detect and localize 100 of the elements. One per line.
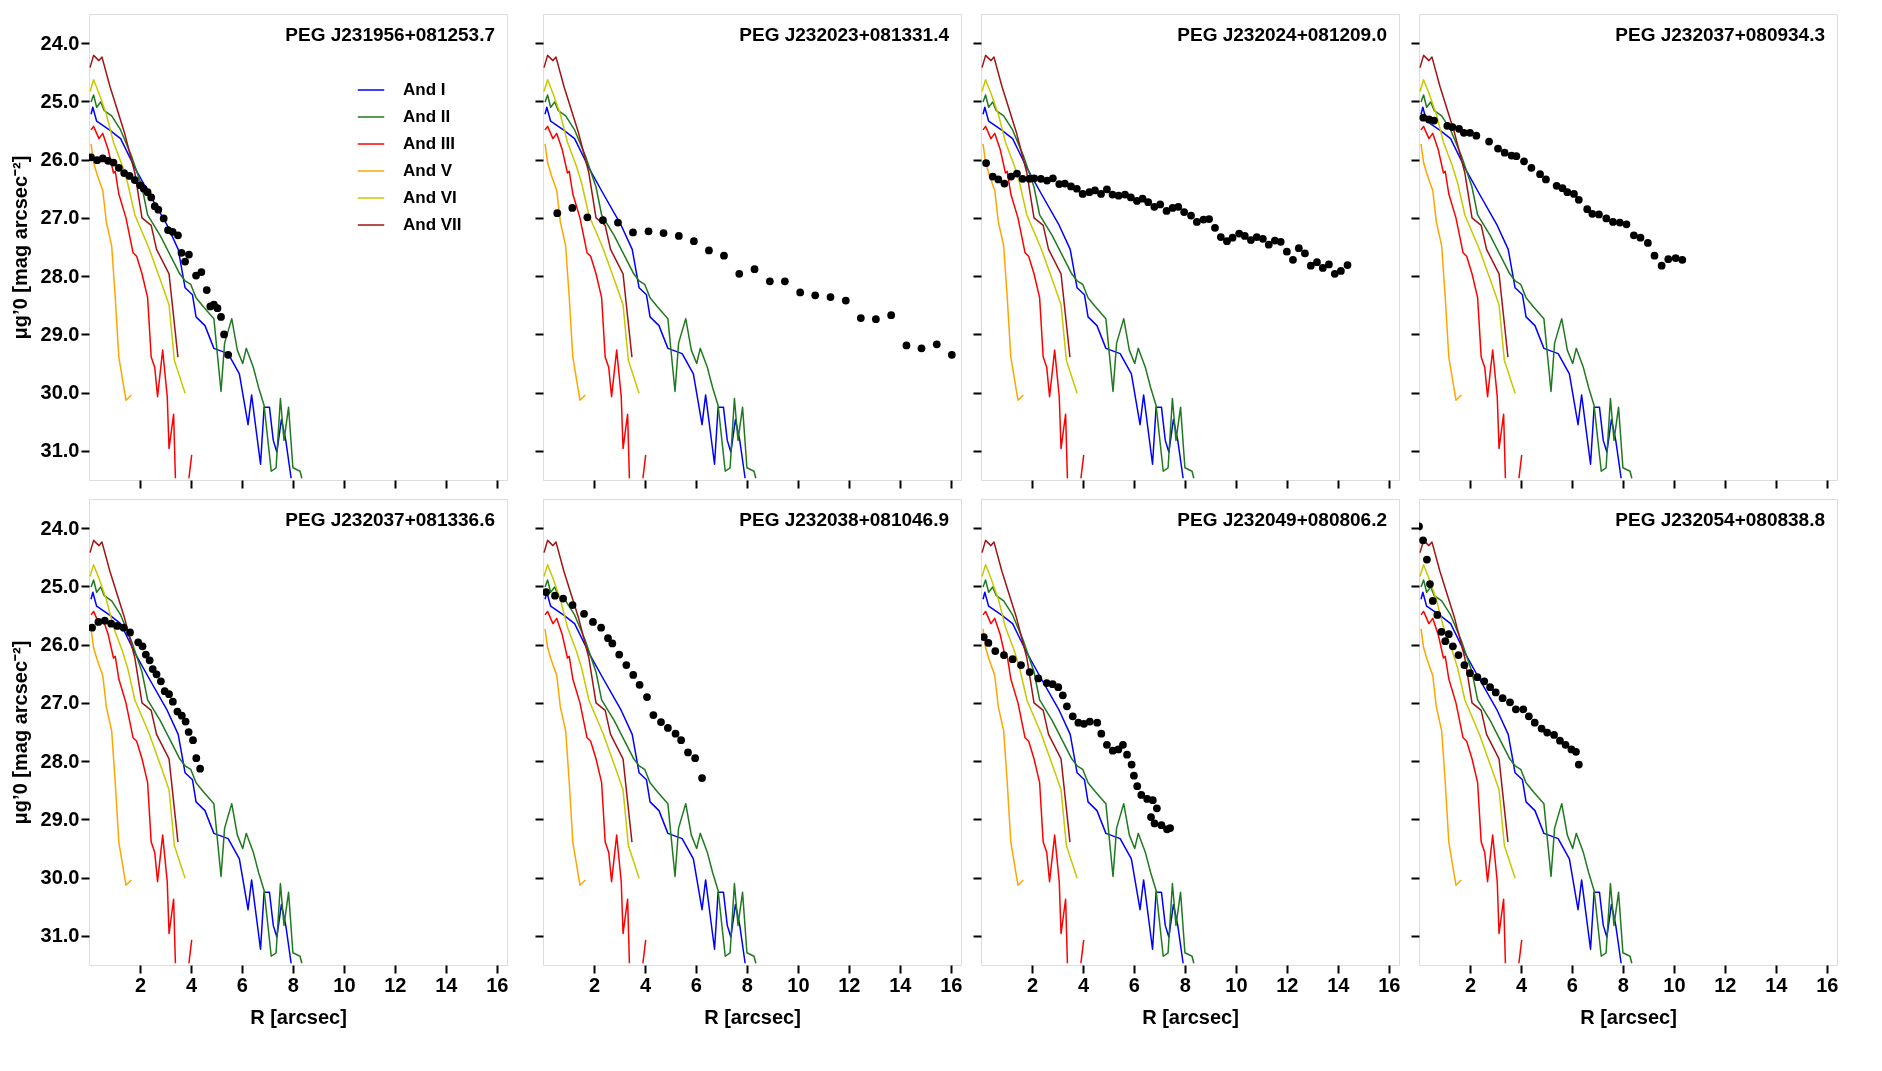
point <box>856 314 865 322</box>
point <box>690 237 698 246</box>
point <box>109 158 118 167</box>
point <box>192 271 200 280</box>
point <box>1650 251 1659 260</box>
point <box>1491 688 1500 697</box>
legend-label: And V <box>403 161 453 180</box>
legend-label: And II <box>403 107 451 126</box>
x-axis-title: R [arcsec] <box>704 1005 801 1028</box>
y-tick-label: 25.0 <box>40 89 80 112</box>
point <box>1644 239 1652 247</box>
x-tick-label: 2 <box>134 973 147 996</box>
x-tick-label: 4 <box>1515 973 1528 996</box>
point <box>604 634 612 643</box>
line-series <box>89 539 179 843</box>
point <box>1444 630 1453 639</box>
text: PEG J232037+080934.3 <box>1615 24 1825 45</box>
point <box>551 591 559 600</box>
point <box>614 218 622 227</box>
point <box>114 163 123 172</box>
point <box>553 209 562 218</box>
x-tick-label: 6 <box>1128 973 1140 996</box>
point <box>154 205 163 214</box>
point <box>1530 718 1539 727</box>
x-tick-label: 4 <box>639 973 652 996</box>
point <box>1572 747 1580 756</box>
point <box>589 618 597 626</box>
point <box>1520 157 1528 166</box>
point <box>599 216 607 225</box>
point <box>1426 580 1434 588</box>
point <box>1000 651 1008 659</box>
point <box>1622 220 1631 229</box>
point <box>145 656 154 665</box>
point <box>991 647 1000 655</box>
point <box>1130 771 1138 780</box>
point <box>1527 163 1536 172</box>
point <box>131 176 139 184</box>
point <box>698 774 706 782</box>
point <box>644 227 653 236</box>
point <box>1428 597 1437 605</box>
point <box>1466 669 1474 678</box>
x-axis-title: R [arcsec] <box>1142 1005 1239 1028</box>
point <box>148 665 157 673</box>
x-tick-label: 10 <box>787 973 810 996</box>
x-tick-label: 2 <box>1026 973 1039 996</box>
point <box>89 623 96 632</box>
x-tick-label: 8 <box>1617 973 1629 996</box>
line-series <box>90 143 133 401</box>
point <box>705 246 713 255</box>
x-tick-label: 4 <box>1077 973 1090 996</box>
point <box>1609 218 1617 226</box>
y-tick-label: 31.0 <box>40 439 80 462</box>
point <box>750 265 759 273</box>
point <box>1536 170 1544 179</box>
point <box>1542 175 1550 184</box>
point <box>1433 611 1442 619</box>
point <box>197 268 206 276</box>
point <box>152 670 161 679</box>
point <box>1512 152 1521 160</box>
point <box>622 661 631 669</box>
point <box>1671 254 1680 262</box>
y-tick-label: 27.0 <box>40 691 80 714</box>
point <box>1602 214 1611 223</box>
point <box>1629 231 1638 240</box>
point <box>192 754 201 763</box>
point <box>1561 740 1570 749</box>
point <box>932 340 941 349</box>
point <box>902 341 911 350</box>
point <box>674 232 683 240</box>
point <box>677 736 686 745</box>
x-tick-label: 14 <box>889 973 913 996</box>
point <box>165 690 173 698</box>
point <box>1558 184 1567 193</box>
point <box>174 231 182 240</box>
x-tick-label: 12 <box>384 973 407 996</box>
point <box>1093 718 1102 727</box>
legend-label: And III <box>403 134 455 153</box>
point <box>1472 131 1481 140</box>
x-tick-label: 16 <box>486 973 509 996</box>
point <box>1127 760 1136 769</box>
point <box>196 764 204 773</box>
point <box>157 677 165 686</box>
point <box>1473 673 1482 682</box>
point <box>947 350 956 359</box>
y-tick-label: 26.0 <box>40 633 80 656</box>
point <box>543 588 550 597</box>
point <box>126 628 134 637</box>
point <box>168 697 177 706</box>
point <box>159 214 168 223</box>
point <box>629 671 638 679</box>
point <box>671 729 680 738</box>
point <box>1550 731 1558 739</box>
point <box>1085 717 1094 726</box>
point <box>568 204 577 212</box>
x-tick-label: 10 <box>333 973 356 996</box>
point <box>1570 190 1578 198</box>
text: PEG J232024+081209.0 <box>1177 24 1387 45</box>
point <box>1448 123 1457 131</box>
point <box>811 291 820 300</box>
point <box>1543 728 1552 737</box>
